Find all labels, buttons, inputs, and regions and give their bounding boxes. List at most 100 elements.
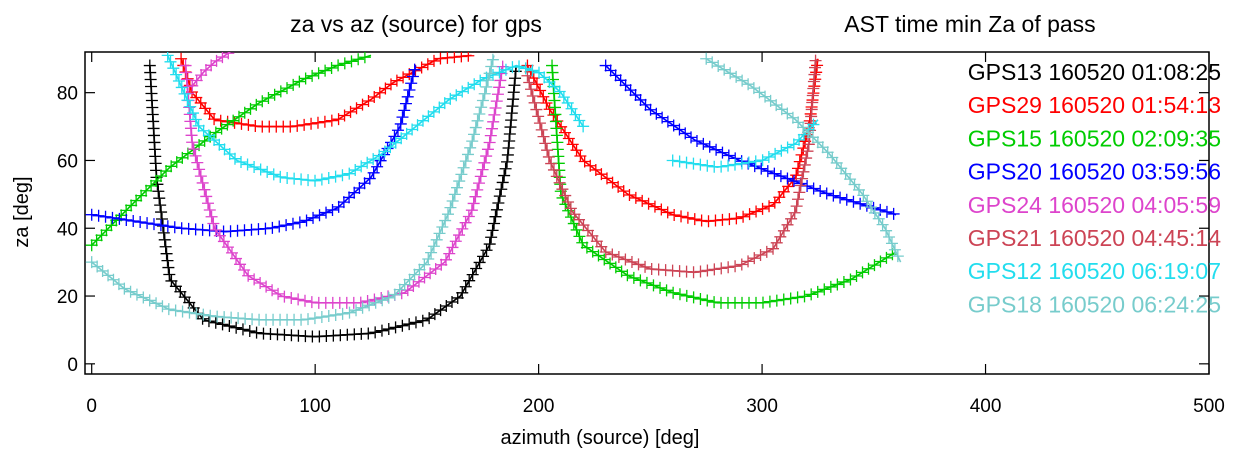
data-point-marker xyxy=(371,160,384,173)
data-point-marker xyxy=(488,217,501,230)
data-point-marker xyxy=(305,117,318,130)
data-point-marker xyxy=(354,296,367,309)
data-point-marker xyxy=(627,271,640,284)
data-point-marker xyxy=(216,318,229,331)
data-point-marker xyxy=(634,274,647,287)
data-point-marker xyxy=(824,280,837,293)
data-point-marker xyxy=(325,114,338,127)
data-point-marker xyxy=(787,175,800,188)
data-point-marker xyxy=(435,258,448,271)
data-point-marker xyxy=(441,208,454,221)
data-point-marker xyxy=(259,222,272,235)
data-point-marker xyxy=(236,323,249,336)
data-point-marker xyxy=(202,315,215,328)
data-point-marker xyxy=(266,221,279,234)
data-point-marker xyxy=(802,126,814,139)
data-point-marker xyxy=(715,262,728,275)
data-point-marker xyxy=(137,291,150,304)
data-point-marker xyxy=(415,61,428,74)
data-point-marker xyxy=(278,290,291,303)
data-point-marker xyxy=(797,121,810,134)
data-point-marker xyxy=(543,76,556,89)
data-point-marker xyxy=(476,163,489,176)
data-point-marker xyxy=(443,247,456,260)
data-point-marker xyxy=(405,77,418,90)
data-point-marker xyxy=(453,175,466,188)
data-point-marker xyxy=(883,231,896,244)
data-point-marker xyxy=(309,174,322,187)
data-point-marker xyxy=(350,304,363,317)
data-point-marker xyxy=(640,276,653,289)
data-point-marker xyxy=(690,135,703,148)
data-point-marker xyxy=(388,130,401,143)
data-point-marker xyxy=(797,165,810,178)
data-point-marker xyxy=(184,100,197,113)
data-point-marker xyxy=(499,63,512,76)
data-point-marker xyxy=(496,176,509,189)
data-point-marker xyxy=(189,149,202,162)
legend-entry: GPS29 160520 01:54:13 xyxy=(968,92,1221,118)
data-point-marker xyxy=(748,252,761,265)
data-point-marker xyxy=(492,196,505,209)
data-point-marker xyxy=(242,118,255,131)
data-point-marker xyxy=(399,97,412,110)
data-point-marker xyxy=(285,291,298,304)
data-point-marker xyxy=(170,68,183,81)
data-point-marker xyxy=(90,234,103,247)
data-point-marker xyxy=(403,273,416,286)
data-point-marker xyxy=(793,186,806,199)
data-point-marker xyxy=(204,309,217,322)
data-point-marker xyxy=(461,148,474,161)
data-point-marker xyxy=(668,208,681,221)
data-point-marker xyxy=(261,165,274,178)
data-point-marker xyxy=(781,141,794,154)
data-point-marker xyxy=(694,158,707,171)
data-point-marker xyxy=(181,94,194,107)
data-point-marker xyxy=(476,94,489,107)
data-point-marker xyxy=(623,189,636,202)
data-point-marker xyxy=(175,52,188,65)
data-point-marker xyxy=(612,250,625,263)
data-point-marker xyxy=(485,231,498,244)
data-point-marker xyxy=(675,210,688,223)
data-point-marker xyxy=(152,185,165,198)
data-point-marker xyxy=(343,306,356,319)
data-point-marker xyxy=(486,224,499,237)
data-point-marker xyxy=(322,172,335,185)
data-point-marker xyxy=(532,66,545,79)
data-point-marker xyxy=(621,269,634,282)
data-point-marker xyxy=(413,263,426,276)
data-point-marker xyxy=(125,199,138,212)
data-point-marker xyxy=(728,158,741,171)
data-point-marker xyxy=(495,183,508,196)
data-point-marker xyxy=(150,174,163,187)
data-point-marker xyxy=(194,170,207,183)
data-point-marker xyxy=(135,189,148,202)
data-point-marker xyxy=(708,296,721,309)
data-point-marker xyxy=(187,107,200,120)
data-point-marker xyxy=(336,169,349,182)
data-point-marker xyxy=(348,186,361,199)
data-point-marker xyxy=(85,208,98,221)
data-point-marker xyxy=(534,84,547,97)
series-line xyxy=(672,119,819,169)
data-point-marker xyxy=(326,203,339,216)
data-point-marker xyxy=(477,250,490,263)
data-point-marker xyxy=(792,116,805,129)
data-point-marker xyxy=(254,163,267,176)
data-point-marker xyxy=(811,59,824,72)
series-line xyxy=(166,55,584,182)
data-point-marker xyxy=(155,212,168,225)
data-point-marker xyxy=(490,203,503,216)
data-point-marker xyxy=(308,312,321,325)
data-point-marker xyxy=(722,159,735,172)
data-point-marker xyxy=(459,280,472,293)
data-point-marker xyxy=(481,143,494,156)
data-point-marker xyxy=(525,83,538,96)
data-point-marker xyxy=(223,148,236,161)
data-point-marker xyxy=(885,237,898,250)
y-axis-label: za [deg] xyxy=(11,176,33,247)
data-point-marker xyxy=(709,214,722,227)
data-point-marker xyxy=(302,174,315,187)
data-point-marker xyxy=(735,258,748,271)
